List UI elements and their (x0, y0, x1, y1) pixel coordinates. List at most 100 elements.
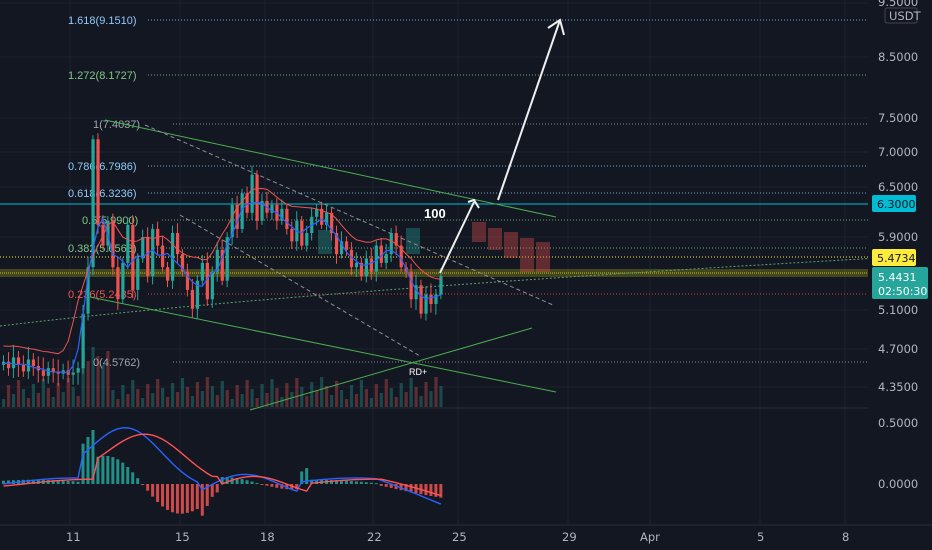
trend-channel[interactable] (89, 119, 557, 411)
candle-body (91, 139, 95, 268)
price-axis[interactable]: 9.5000 8.5000 7.5000 7.0000 6.5000 5.900… (868, 0, 932, 525)
macd-histogram-bar (225, 477, 229, 484)
volume-bar (205, 377, 209, 407)
volume-bar (424, 382, 428, 407)
volume-bar (11, 394, 16, 407)
candle-body (285, 208, 289, 229)
volume-bar (265, 393, 269, 407)
volume-bar (305, 396, 309, 407)
candle-body (429, 294, 433, 305)
candle-body (330, 212, 334, 234)
volume-bar (235, 385, 239, 407)
macd-histogram-bar (91, 430, 95, 484)
volume-bar (349, 385, 354, 407)
volume-bar (414, 387, 418, 407)
volume-bar (270, 379, 274, 407)
currency-badge[interactable] (884, 7, 918, 24)
candle-body (126, 224, 130, 263)
candle-body (255, 174, 259, 221)
candle-body (399, 245, 403, 268)
volume-bar (56, 383, 60, 407)
volume-bar (161, 388, 165, 407)
signal-line (3, 433, 442, 497)
macd-histogram-bar (334, 480, 338, 484)
candle-body (21, 364, 26, 372)
candle-body (320, 208, 324, 225)
price-tick: 8.5000 (878, 50, 918, 64)
candle-body (205, 262, 209, 300)
volume-bar (61, 392, 65, 407)
macd-histogram-bar (295, 484, 299, 490)
level-mid-value: 5.4734 (877, 252, 916, 265)
macd-histogram-bar (305, 468, 309, 484)
time-tick: 22 (367, 530, 382, 544)
volume-bar (195, 382, 200, 407)
macd-histogram-bar (205, 484, 209, 506)
fib-level-label: 1(7.4037) (93, 119, 140, 131)
candle-body (419, 285, 423, 314)
macd-histogram-bar (131, 472, 135, 484)
candle-body (305, 233, 309, 246)
projection-arrow[interactable] (439, 18, 565, 274)
time-tick: 29 (562, 530, 577, 544)
macd-histogram-bar (310, 479, 314, 484)
volume-bar (111, 390, 115, 407)
macd-histogram-bar (354, 481, 358, 484)
candle-body (116, 267, 120, 300)
currency-label: USDT (889, 9, 922, 23)
macd-histogram-bar (359, 481, 363, 484)
volume-bar (136, 389, 140, 407)
macd-histogram-bar (330, 480, 334, 484)
candle-body (384, 254, 388, 263)
price-tick: 4.3500 (878, 380, 918, 394)
candle-body (334, 233, 339, 255)
macd-histogram-bar (344, 480, 348, 484)
volume-bar (180, 378, 185, 407)
macd-histogram-bar (141, 484, 145, 485)
macd-histogram-bar (270, 484, 274, 487)
candle-body (394, 233, 398, 246)
volume-bars (2, 347, 443, 407)
volume-bar (141, 398, 145, 407)
time-axis[interactable]: 11 15 18 22 25 29 Apr 5 8 (0, 524, 932, 544)
dashed-trendlines[interactable] (144, 124, 554, 357)
volume-bar (364, 389, 369, 407)
time-tick: 25 (452, 530, 467, 544)
candle-body (166, 267, 170, 281)
target-label: 100 (424, 206, 446, 221)
volume-bar (275, 388, 279, 407)
volume-bar (384, 379, 388, 407)
volume-bar (170, 383, 175, 407)
volume-bar (260, 384, 264, 407)
volume-bar (310, 382, 314, 407)
price-tick: 7.5000 (878, 111, 918, 125)
price-tick: 4.7000 (878, 342, 918, 356)
macd-histogram-bar (240, 479, 244, 484)
volume-bar (399, 383, 403, 407)
volume-bar (394, 397, 398, 407)
macd-tick: 0.5000 (878, 416, 918, 430)
candle-body (76, 368, 80, 373)
macd-histogram-bar (6, 480, 10, 484)
volume-bar (404, 392, 408, 407)
candle-body (389, 233, 393, 255)
fib-retracement[interactable]: 1.618(9.1510) 1.272(8.1727) 1(7.4037) 0.786… (68, 15, 868, 369)
volume-bar (156, 379, 160, 407)
macd-histogram-bar (364, 482, 368, 484)
volume-bar (21, 389, 26, 407)
volume-bar (280, 397, 284, 407)
volume-bar (185, 387, 190, 407)
volume-bar (300, 387, 304, 407)
volume-bar (240, 394, 244, 407)
macd-histogram-bar (260, 484, 264, 485)
candle-body (111, 220, 115, 268)
volume-bar (315, 391, 319, 407)
macd-histogram-bar (210, 484, 214, 497)
macd-histogram-bar (379, 484, 383, 486)
volume-bar (409, 378, 413, 407)
macd-histogram-bar (180, 484, 184, 514)
volume-bar (215, 395, 219, 407)
volume-bar (126, 394, 130, 407)
volume-bar (200, 391, 204, 407)
